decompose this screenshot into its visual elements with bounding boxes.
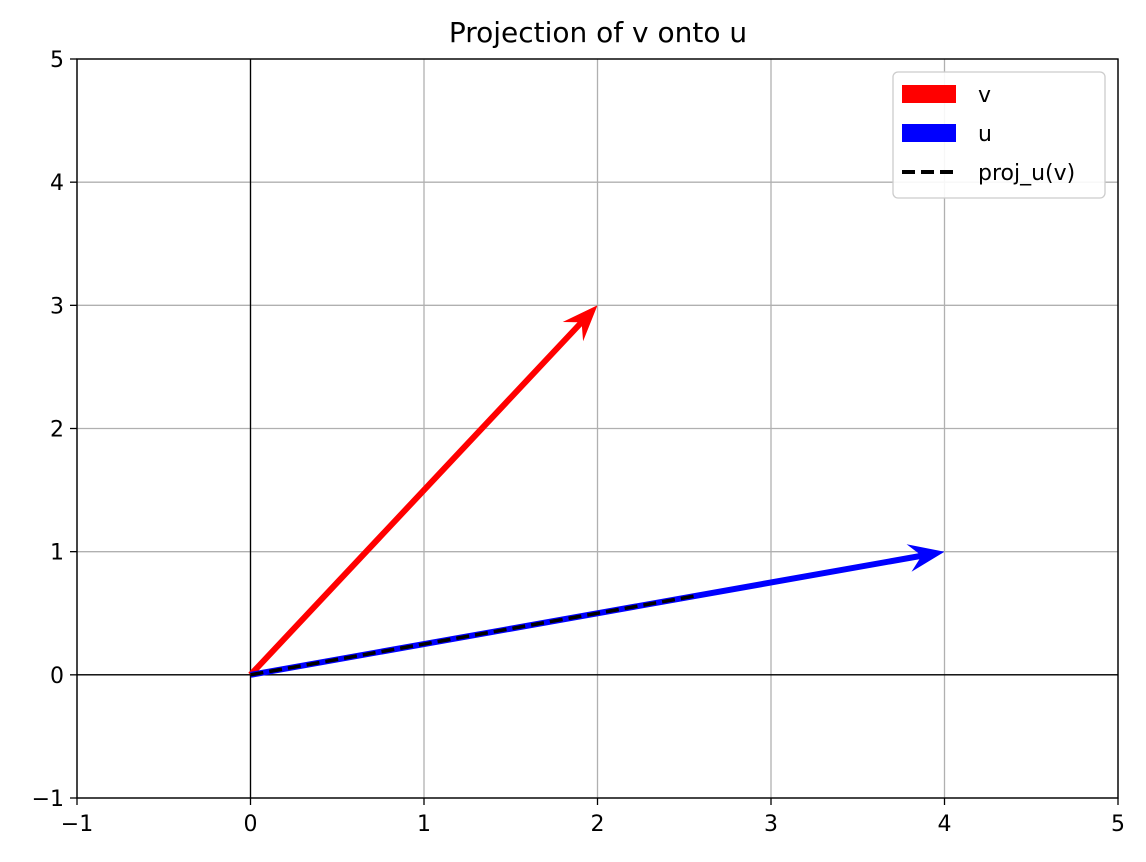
y-tick-label: 5: [50, 48, 64, 73]
y-tick-label: 3: [50, 294, 64, 319]
x-tick-label: 2: [591, 812, 605, 837]
legend-label-proj: proj_u(v): [978, 161, 1075, 186]
y-tick-label: 1: [50, 541, 64, 566]
y-tick-label: 0: [50, 664, 64, 689]
legend-label-u: u: [978, 122, 992, 147]
x-tick-label: 1: [417, 812, 431, 837]
y-tick-label: −1: [32, 787, 64, 812]
vectors: [248, 305, 945, 678]
axis-ticks: −1 0 1 2 3 4 5 −1 0 1 2 3 4 5: [32, 48, 1125, 837]
x-tick-label: 4: [938, 812, 952, 837]
vector-v: [248, 305, 598, 677]
projection-dashed-line: [250, 593, 700, 677]
x-tick-label: 3: [764, 812, 778, 837]
legend-swatch-v: [902, 85, 956, 103]
y-tick-label: 2: [50, 418, 64, 443]
x-tick-label: −1: [61, 812, 93, 837]
legend-box: [892, 71, 1106, 199]
legend-label-v: v: [978, 83, 991, 108]
legend-swatch-u: [902, 124, 956, 142]
x-tick-label: 5: [1111, 812, 1125, 837]
x-tick-label: 0: [244, 812, 258, 837]
y-tick-label: 4: [50, 171, 64, 196]
legend: vu proj_u(v): [892, 71, 1106, 199]
chart-title: Projection of v onto u: [449, 16, 747, 49]
